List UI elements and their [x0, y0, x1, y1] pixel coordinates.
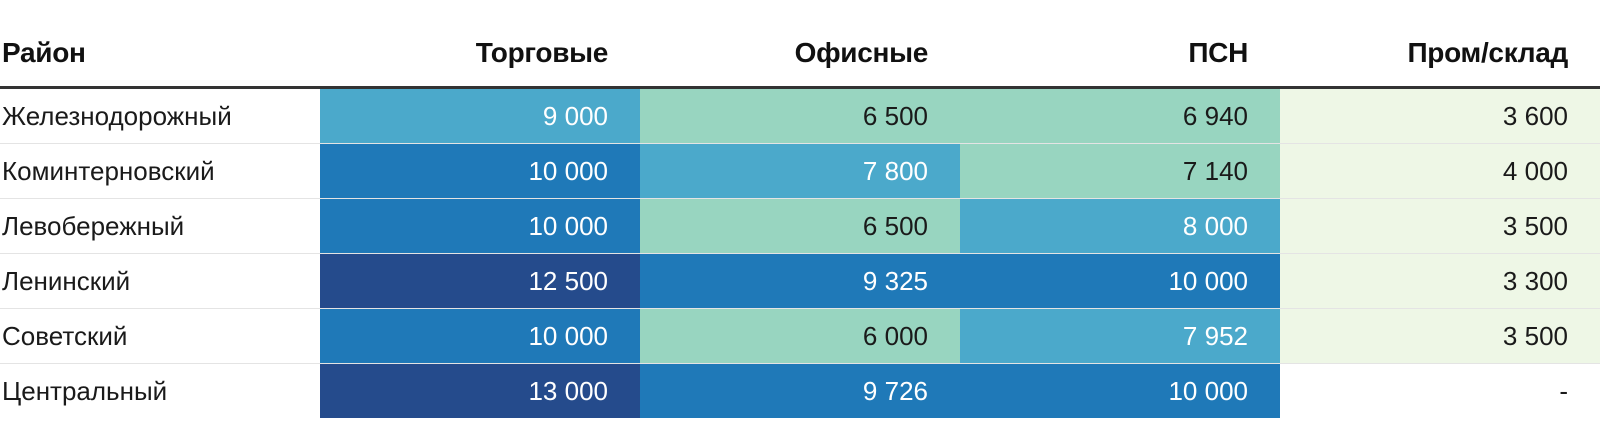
header-row: Район Торговые Офисные ПСН Пром/склад: [0, 20, 1600, 89]
column-header-industrial: Пром/склад: [1280, 20, 1600, 89]
table-row: Левобережный 10 000 6 500 8 000 3 500: [0, 198, 1600, 254]
heat-cell-office: 6 500: [640, 87, 960, 144]
heat-cell-industrial: 3 300: [1280, 253, 1600, 309]
table-row: Ленинский 12 500 9 325 10 000 3 300: [0, 253, 1600, 309]
column-header-office: Офисные: [640, 20, 960, 89]
heat-cell-industrial: 3 500: [1280, 308, 1600, 364]
heat-cell-industrial: 3 600: [1280, 87, 1600, 144]
table-body: Железнодорожный 9 000 6 500 6 940 3 600 Комин…: [0, 87, 1600, 418]
heat-cell-office: 9 726: [640, 363, 960, 418]
heat-cell-office: 6 000: [640, 308, 960, 364]
heat-cell-industrial: 4 000: [1280, 143, 1600, 199]
heat-cell-psn: 8 000: [960, 198, 1280, 254]
heat-cell-retail: 10 000: [320, 308, 640, 364]
heat-cell-psn: 6 940: [960, 87, 1280, 144]
row-label-district: Ленинский: [0, 253, 320, 309]
heat-cell-office: 7 800: [640, 143, 960, 199]
heat-cell-retail: 9 000: [320, 87, 640, 144]
heat-cell-psn: 10 000: [960, 253, 1280, 309]
table-header: Район Торговые Офисные ПСН Пром/склад: [0, 20, 1600, 89]
column-header-district: Район: [0, 20, 320, 89]
table-row: Центральный 13 000 9 726 10 000-: [0, 363, 1600, 418]
heat-cell-office: 9 325: [640, 253, 960, 309]
heat-cell-office: 6 500: [640, 198, 960, 254]
heat-cell-retail: 13 000: [320, 363, 640, 418]
heat-cell-retail: 10 000: [320, 198, 640, 254]
row-label-district: Коминтерновский: [0, 143, 320, 199]
heat-cell-industrial: 3 500: [1280, 198, 1600, 254]
column-header-retail: Торговые: [320, 20, 640, 89]
heat-cell-industrial: -: [1280, 363, 1600, 418]
heat-cell-psn: 7 952: [960, 308, 1280, 364]
column-header-psn: ПСН: [960, 20, 1280, 89]
table-row: Железнодорожный 9 000 6 500 6 940 3 600: [0, 87, 1600, 144]
row-label-district: Центральный: [2, 375, 168, 406]
table-row: Советский 10 000 6 000 7 952 3 500: [0, 308, 1600, 364]
heatmap-table: Район Торговые Офисные ПСН Пром/склад Же…: [0, 20, 1600, 418]
heat-cell-psn: 10 000: [960, 363, 1280, 418]
table-row: Коминтерновский 10 000 7 800 7 140 4 000: [0, 143, 1600, 199]
row-label-district: Железнодорожный: [0, 87, 320, 144]
heat-cell-retail: 10 000: [320, 143, 640, 199]
heat-cell-psn: 7 140: [960, 143, 1280, 199]
row-label-district: Советский: [0, 308, 320, 364]
row-label-district: Левобережный: [0, 198, 320, 254]
heat-cell-retail: 12 500: [320, 253, 640, 309]
